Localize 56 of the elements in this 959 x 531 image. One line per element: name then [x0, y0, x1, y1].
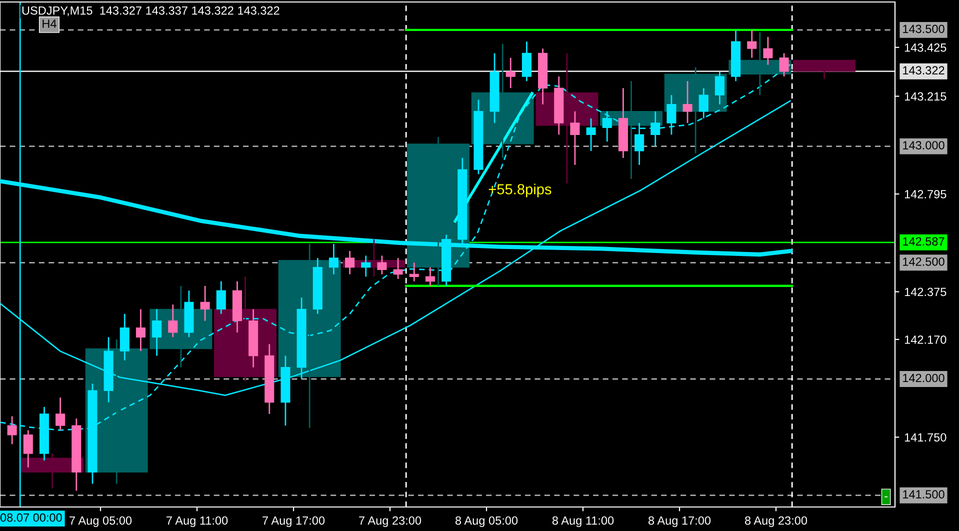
candlestick	[393, 257, 403, 280]
chart-title: USDJPY,M15 143.327 143.337 143.322 143.322	[22, 6, 280, 16]
candlestick	[136, 308, 146, 352]
candlestick	[328, 243, 338, 275]
candlestick	[634, 122, 644, 166]
y-tick-label: 143.425	[904, 43, 946, 52]
candlestick	[570, 110, 580, 166]
y-tick-label: 142.795	[904, 190, 946, 198]
x-tick-label: 7 Aug 23:00	[359, 516, 422, 528]
annotation: +55.8pips	[488, 184, 552, 198]
candlestick	[747, 29, 757, 59]
x-tick-label: 7 Aug 05:00	[70, 516, 132, 528]
candlestick	[200, 285, 210, 322]
x-tick-label: 7 Aug 11:00	[166, 516, 228, 528]
candlestick	[682, 80, 692, 124]
x-tick-label: 8 Aug 17:00	[648, 516, 711, 528]
y-tick-label: 141.750	[904, 433, 946, 442]
ref-line-label: 143.000	[903, 141, 944, 150]
candlestick	[409, 262, 419, 282]
ref-line-label: 141.500	[903, 490, 944, 499]
ref-line-label: 143.500	[903, 24, 944, 34]
candlestick	[56, 396, 66, 431]
x-tick-label: 8 Aug 11:00	[552, 516, 614, 528]
x-tick-label: 8 Aug 23:00	[744, 516, 808, 528]
candlestick	[168, 304, 178, 338]
ref-line-label: 142.587	[903, 237, 944, 246]
ref-line-label: 142.500	[903, 257, 944, 266]
ref-line-label: 08.07 00:00	[0, 513, 62, 522]
annotation: H4	[42, 20, 56, 28]
candlestick	[216, 280, 226, 315]
y-tick-label: 143.215	[904, 92, 946, 101]
y-tick-label: 142.375	[904, 288, 946, 296]
x-tick-label: 8 Aug 05:00	[456, 516, 518, 528]
candlestick	[152, 308, 162, 356]
candlestick	[425, 266, 435, 287]
ref-line-label: 143.322	[903, 66, 944, 75]
candlestick	[586, 118, 596, 152]
ref-line-label: 142.000	[903, 374, 944, 382]
candlestick	[698, 87, 708, 120]
candlestick	[361, 254, 371, 278]
candlestick	[7, 416, 17, 445]
annotation: -	[884, 496, 888, 498]
candlestick	[506, 57, 516, 89]
candlestick	[650, 110, 660, 147]
candlestick	[377, 254, 387, 275]
candlestick	[522, 40, 532, 82]
x-tick-label: 7 Aug 17:00	[262, 516, 325, 528]
candlestick	[763, 36, 773, 66]
candlestick	[120, 313, 130, 362]
candlestick	[779, 52, 789, 78]
y-tick-label: 142.170	[904, 335, 946, 344]
candlestick	[345, 250, 355, 275]
candlestick	[23, 430, 33, 468]
candlestick	[602, 110, 612, 142]
candlestick	[714, 71, 724, 106]
candlestick	[666, 94, 676, 136]
